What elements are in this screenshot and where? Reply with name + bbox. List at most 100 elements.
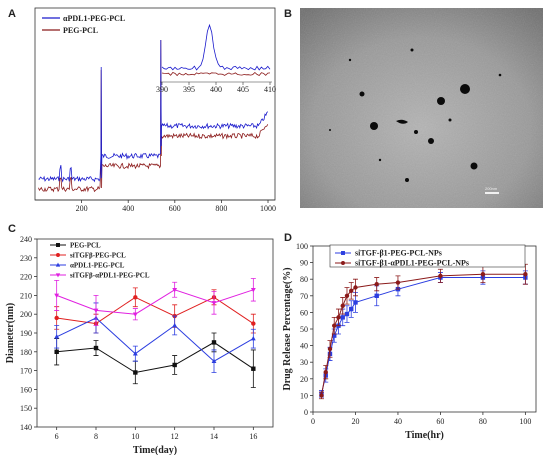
y-tick-label: 50 bbox=[300, 325, 308, 334]
data-point bbox=[133, 370, 138, 375]
data-point bbox=[172, 362, 177, 368]
data-point bbox=[523, 272, 528, 277]
y-tick-label: 140 bbox=[20, 423, 32, 432]
data-point bbox=[54, 293, 60, 299]
y-tick-label: 180 bbox=[20, 348, 32, 357]
data-point bbox=[438, 273, 443, 279]
y-tick-label: 240 bbox=[20, 235, 32, 244]
legend-label-sitgf-b1-peg-pcl-nps: siTGF-β1-PEG-PCL-NPs bbox=[355, 249, 442, 258]
data-point bbox=[353, 285, 358, 290]
x-tick-label: 40 bbox=[394, 417, 402, 426]
panel-label-c: C bbox=[8, 223, 16, 235]
data-point bbox=[250, 336, 256, 341]
series-line-peg-pcl bbox=[56, 341, 254, 374]
x-tick-label: 100 bbox=[519, 417, 531, 426]
scale-bar-label: 200nm bbox=[485, 186, 498, 191]
data-point bbox=[374, 281, 379, 287]
panel-c-series bbox=[54, 278, 256, 388]
y-tick-label: 70 bbox=[300, 292, 308, 301]
series-line-apdl1-peg-pcl bbox=[38, 39, 269, 183]
data-point bbox=[172, 288, 178, 293]
legend-marker-sitgf-b1-apdl1-peg-pcl-nps bbox=[341, 261, 345, 265]
data-point bbox=[93, 308, 99, 314]
data-point bbox=[132, 351, 138, 356]
y-tick-label: 150 bbox=[20, 404, 32, 413]
panel-label-d: D bbox=[284, 232, 292, 244]
data-point bbox=[344, 311, 350, 317]
data-point bbox=[336, 315, 341, 320]
nanoparticle bbox=[460, 84, 470, 94]
y-tick-label: 40 bbox=[300, 342, 308, 351]
data-point bbox=[349, 306, 354, 312]
panel-c-legend: PEG-PCL siTGFβ-PEG-PCL αPDL1-PEG-PCL siTGFβ… bbox=[50, 242, 150, 280]
panel-label-a: A bbox=[8, 8, 16, 20]
series-peg-pcl bbox=[54, 332, 256, 388]
data-point bbox=[211, 340, 217, 345]
nanoparticle bbox=[448, 118, 452, 122]
data-point bbox=[374, 293, 379, 298]
legend-label-peg-pcl: PEG-PCL bbox=[63, 26, 98, 35]
series-line-peg-pcl bbox=[38, 39, 269, 193]
x-tick-label: 200 bbox=[76, 204, 88, 213]
nanoparticle bbox=[329, 129, 331, 131]
panel-b: B 200nm bbox=[284, 8, 543, 208]
x-tick-label: 6 bbox=[55, 432, 59, 441]
panel-d-axes-ticks: 0 20 40 60 80 100 0 10 20 30 40 50 60 70 80 90 100 bbox=[296, 242, 531, 426]
nanoparticle bbox=[410, 48, 414, 52]
series-sitgf-b1-apdl1-peg-pcl-nps bbox=[318, 263, 528, 400]
panel-c: C 6 8 10 12 14 16 140 150 160 170 180 190 200 210 220 2… bbox=[5, 223, 274, 455]
panel-d-y-axis-label: Drug Release Percentage(%) bbox=[282, 267, 293, 390]
scale-bar bbox=[485, 192, 499, 194]
x-tick-label: 80 bbox=[479, 417, 487, 426]
inset-x-tick-label: 390 bbox=[156, 85, 168, 94]
data-point bbox=[211, 358, 217, 363]
inset-x-ticks: 390 395 400 405 410 bbox=[156, 82, 276, 94]
data-point bbox=[327, 346, 333, 352]
y-tick-label: 0 bbox=[304, 408, 308, 417]
inset-line-apdl1-peg-pcl bbox=[161, 23, 271, 71]
data-point bbox=[250, 288, 256, 293]
series-sitgfb-peg-pcl bbox=[54, 287, 256, 334]
legend-box bbox=[329, 244, 526, 268]
legend-label-apdl1-peg-pcl: αPDL1-PEG-PCL bbox=[63, 14, 125, 23]
nanoparticle bbox=[414, 130, 418, 134]
series-line-apdl1-peg-pcl bbox=[56, 317, 254, 362]
data-point bbox=[319, 393, 324, 398]
y-tick-label: 30 bbox=[300, 358, 308, 367]
panel-d-plot-frame bbox=[312, 245, 537, 413]
data-point bbox=[340, 303, 345, 308]
y-tick-label: 190 bbox=[20, 329, 32, 338]
panel-a-legend: αPDL1-PEG-PCL PEG-PCL bbox=[42, 14, 125, 35]
data-point bbox=[172, 322, 178, 328]
y-tick-label: 170 bbox=[20, 367, 32, 376]
series-sitgfb-apdl1-peg-pcl bbox=[54, 278, 256, 326]
legend-label-peg-pcl: PEG-PCL bbox=[70, 242, 101, 250]
y-tick-label: 160 bbox=[20, 385, 32, 394]
nanoparticle bbox=[378, 158, 382, 162]
panel-c-axes-ticks: 6 8 10 12 14 16 140 150 160 170 180 190 200 210 220 230… bbox=[20, 235, 257, 441]
series-line-sitgfb-apdl1-peg-pcl bbox=[56, 289, 254, 315]
y-tick-label: 230 bbox=[20, 254, 32, 263]
data-point bbox=[323, 369, 328, 375]
inset-line-peg-pcl bbox=[161, 71, 271, 77]
panel-label-b: B bbox=[284, 8, 292, 20]
panel-d-legend: siTGF-β1-PEG-PCL-NPssiTGF-β1-αPDL1-PEG-P… bbox=[329, 244, 526, 268]
data-point bbox=[353, 300, 358, 305]
tem-image-grain bbox=[300, 8, 543, 208]
y-tick-label: 90 bbox=[300, 259, 308, 268]
y-tick-label: 80 bbox=[300, 275, 308, 284]
data-point bbox=[133, 295, 138, 300]
x-tick-label: 1000 bbox=[260, 204, 276, 213]
panel-d: D 0 20 40 60 80 100 0 10 20 30 40 50 60 70 80 90 100 Tim… bbox=[282, 232, 537, 441]
panel-c-y-axis-label: Diameter(nm) bbox=[5, 303, 16, 364]
panel-a-x-ticks: 200 400 600 800 1000 bbox=[76, 200, 276, 213]
legend-marker-peg-pcl bbox=[56, 243, 60, 247]
legend-label-sitgfb-apdl1-peg-pcl: siTGFβ-αPDL1-PEG-PCL bbox=[70, 272, 150, 280]
panel-a: A 200 400 600 800 1000 αPDL1-PEG-PCL PEG-PCL… bbox=[8, 7, 276, 213]
nanoparticle bbox=[437, 97, 445, 105]
data-point bbox=[54, 315, 59, 321]
data-point bbox=[251, 321, 256, 326]
legend-label-sitgf-b1-apdl1-peg-pcl-nps: siTGF-β1-αPDL1-PEG-PCL-NPs bbox=[355, 259, 469, 268]
panel-a-inset: 390 395 400 405 410 bbox=[156, 23, 276, 94]
inset-x-tick-label: 410 bbox=[264, 85, 276, 94]
